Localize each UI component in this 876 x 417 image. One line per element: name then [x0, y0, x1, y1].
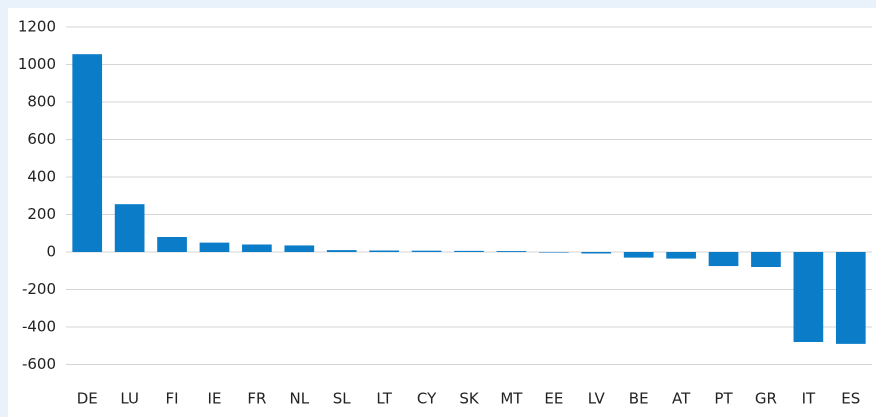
- bar: [496, 251, 527, 252]
- bar: [793, 252, 824, 342]
- y-tick-label: -200: [22, 280, 56, 298]
- plot-background: [8, 8, 876, 417]
- x-tick-label: LU: [120, 390, 139, 408]
- y-tick-label: -400: [22, 318, 56, 336]
- y-tick-label: 600: [27, 130, 56, 148]
- x-tick-label: GR: [755, 390, 777, 408]
- x-tick-label: IE: [208, 390, 222, 408]
- x-tick-label: LV: [588, 390, 606, 408]
- bar: [369, 250, 400, 252]
- bar: [538, 252, 569, 253]
- x-tick-label: FR: [247, 390, 266, 408]
- x-tick-label: SL: [333, 390, 352, 408]
- x-tick-label: CY: [417, 390, 437, 408]
- x-tick-label: IT: [802, 390, 816, 408]
- y-tick-label: 1200: [18, 18, 56, 36]
- y-tick-label: -600: [22, 355, 56, 373]
- bar: [835, 252, 866, 344]
- bar: [114, 204, 145, 252]
- bar: [708, 252, 739, 267]
- x-tick-label: PT: [714, 390, 733, 408]
- y-tick-label: 1000: [18, 55, 56, 73]
- x-tick-label: EE: [544, 390, 563, 408]
- x-tick-label: ES: [841, 390, 860, 408]
- bar: [454, 250, 484, 252]
- y-tick-label: 0: [46, 243, 56, 261]
- x-tick-label: DE: [77, 390, 98, 408]
- bar: [284, 245, 315, 252]
- bar: [242, 244, 272, 252]
- y-tick-label: 400: [27, 168, 56, 186]
- y-tick-label: 800: [27, 93, 56, 111]
- bar: [72, 54, 103, 252]
- x-tick-label: SK: [459, 390, 480, 408]
- bar: [751, 252, 781, 267]
- x-tick-label: MT: [500, 390, 523, 408]
- bar: [199, 242, 230, 252]
- bar: [581, 252, 612, 254]
- bar: [411, 250, 442, 252]
- x-tick-label: FI: [166, 390, 179, 408]
- x-tick-label: AT: [672, 390, 691, 408]
- x-tick-label: LT: [376, 390, 392, 408]
- y-tick-label: 200: [27, 205, 56, 223]
- bar: [157, 237, 187, 252]
- bar: [326, 250, 357, 252]
- bar: [623, 252, 654, 258]
- bar: [666, 252, 696, 259]
- x-tick-label: BE: [629, 390, 649, 408]
- x-tick-label: NL: [290, 390, 310, 408]
